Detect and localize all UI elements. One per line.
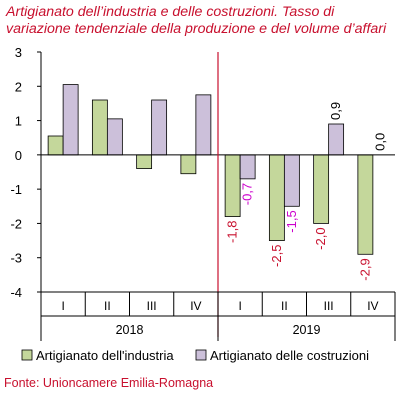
bar	[195, 94, 212, 156]
data-label: -2,0	[313, 227, 328, 249]
bar	[328, 123, 345, 156]
chart-title: Artigianato dell’industria e delle costr…	[6, 4, 398, 38]
y-tick-label: 1	[15, 114, 22, 129]
category-label: III	[324, 299, 334, 313]
category-label: IV	[367, 299, 378, 313]
data-label: -1,5	[284, 210, 299, 232]
data-label: 0,9	[328, 102, 343, 120]
legend-label: Artigianato delle costruzioni	[210, 348, 369, 363]
source-note: Fonte: Unioncamere Emilia-Romagna	[4, 376, 214, 390]
category-label: III	[147, 299, 157, 313]
category-label: II	[281, 299, 288, 313]
bar	[283, 154, 300, 207]
bar	[180, 154, 197, 175]
data-label: -2,5	[269, 245, 284, 267]
y-tick-label: 2	[15, 79, 22, 94]
y-tick-label: -3	[10, 251, 22, 266]
y-tick-label: -2	[10, 216, 22, 231]
data-label: -2,9	[357, 258, 372, 280]
bar	[268, 154, 285, 241]
year-label: 2019	[293, 323, 321, 337]
bar	[357, 154, 374, 255]
bar	[106, 118, 123, 156]
category-label: I	[238, 299, 241, 313]
bar	[136, 154, 153, 169]
y-tick-label: 0	[15, 148, 22, 163]
y-tick-label: 3	[15, 45, 22, 60]
year-label: 2018	[116, 323, 144, 337]
chart-title-line-1: Artigianato dell’industria e delle costr…	[6, 4, 335, 20]
bar	[62, 84, 79, 156]
chart-title-line-2: variazione tendenziale della produzione …	[6, 21, 387, 37]
category-label: II	[104, 299, 111, 313]
data-label: 0,0	[372, 133, 387, 151]
legend-label: Artigianato dell'industria	[36, 348, 174, 363]
y-tick-label: -4	[10, 285, 22, 300]
category-label: I	[61, 299, 64, 313]
category-label: IV	[190, 299, 201, 313]
legend-swatch	[21, 349, 33, 361]
y-tick-label: -1	[10, 182, 22, 197]
bar	[151, 99, 168, 156]
legend-swatch	[195, 349, 207, 361]
bar	[313, 154, 330, 224]
bar	[91, 99, 108, 156]
bar	[224, 154, 241, 217]
bar	[47, 135, 64, 156]
data-label: -1,8	[225, 221, 240, 243]
bar	[239, 154, 256, 180]
data-label: -0,7	[240, 183, 255, 205]
